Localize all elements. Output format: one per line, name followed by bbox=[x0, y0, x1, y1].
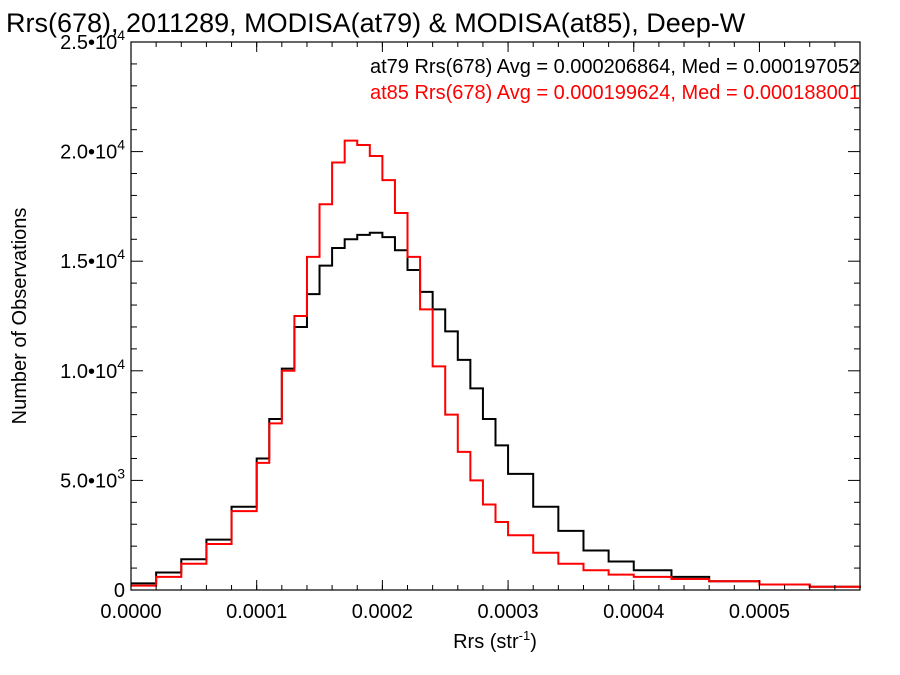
y-tick-label: 5.0•103 bbox=[60, 465, 125, 492]
y-tick-label: 2.0•104 bbox=[60, 137, 125, 164]
x-tick-label: 0.0003 bbox=[477, 601, 538, 623]
legend-entry-at85: at85 Rrs(678) Avg = 0.000199624, Med = 0… bbox=[370, 82, 860, 104]
y-axis: 0 5.0•103 1.0•104 1.5•104 2.0•104 2.5•104 bbox=[60, 27, 860, 602]
y-tick-label: 0 bbox=[114, 580, 125, 602]
chart-title: Rrs(678), 2011289, MODISA(at79) & MODISA… bbox=[6, 8, 746, 38]
series-line-at79 bbox=[131, 231, 861, 588]
legend-entry-at79: at79 Rrs(678) Avg = 0.000206864, Med = 0… bbox=[370, 56, 860, 78]
x-tick-label: 0.0001 bbox=[226, 601, 287, 623]
y-tick-label: 1.5•104 bbox=[60, 246, 125, 273]
series-group bbox=[131, 139, 861, 588]
plot-frame bbox=[130, 41, 861, 591]
y-tick-label: 2.5•104 bbox=[60, 27, 125, 54]
series-line-at85 bbox=[131, 139, 861, 588]
x-tick-label: 0.0004 bbox=[603, 601, 664, 623]
x-axis: 0.0000 0.0001 0.0002 0.0003 0.0004 0.0005 bbox=[100, 42, 836, 623]
x-axis-label: Rrs (str-1) bbox=[453, 628, 537, 653]
x-tick-label: 0.0005 bbox=[729, 601, 790, 623]
y-axis-label: Number of Observations bbox=[9, 208, 31, 425]
x-tick-label: 0.0002 bbox=[352, 601, 413, 623]
x-tick-label: 0.0000 bbox=[100, 601, 161, 623]
y-tick-label: 1.0•104 bbox=[60, 356, 125, 383]
